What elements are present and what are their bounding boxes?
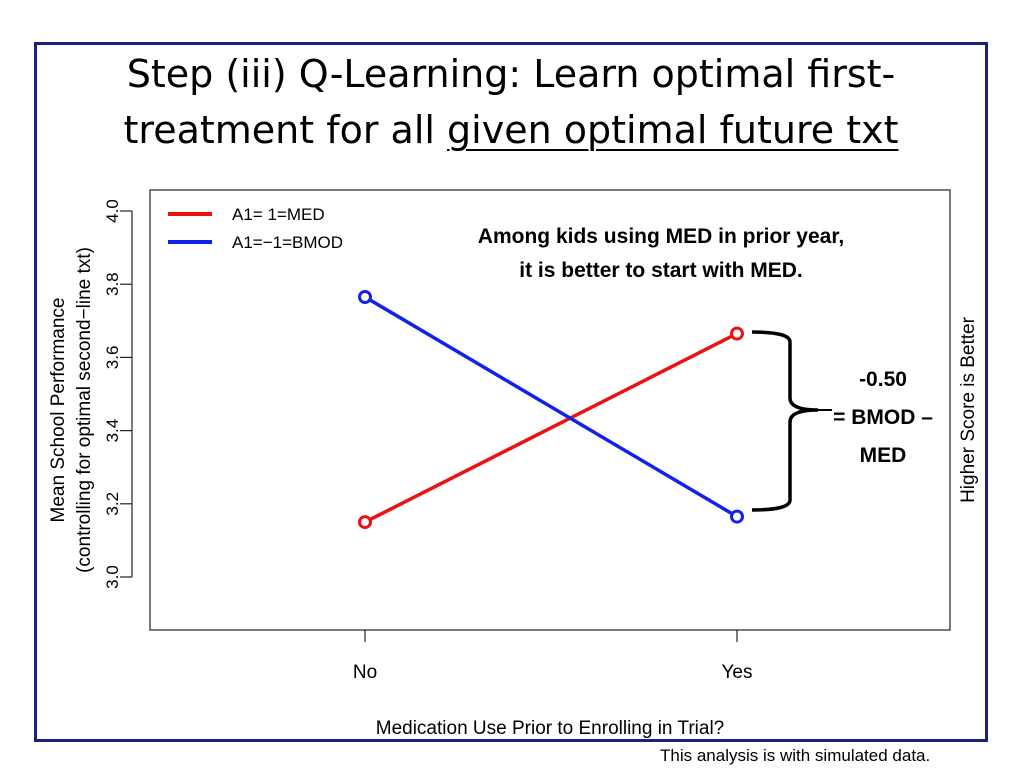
x-tick-label: Yes <box>722 662 753 683</box>
legend: A1= 1=MED A1=−1=BMOD <box>168 205 343 252</box>
data-point <box>730 509 744 524</box>
y-tick-label: 3.2 <box>103 492 122 516</box>
plot-area <box>149 189 951 631</box>
y-axis-label-line2: (controlling for optimal second−line txt… <box>74 247 95 573</box>
title-part2: treatment for all <box>123 108 448 152</box>
title-part1: Step (iii) Q-Learning: Learn optimal fir… <box>126 52 896 96</box>
x-axis-label: Medication Use Prior to Enrolling in Tri… <box>376 718 725 739</box>
y-tick-label: 3.0 <box>103 565 122 589</box>
y-tick-label: 3.4 <box>103 419 122 443</box>
annotation-line1: Among kids using MED in prior year, <box>477 225 845 248</box>
difference-label: -0.50 = BMOD – MED <box>818 361 948 475</box>
legend-label-bmod: A1=−1=BMOD <box>232 233 343 252</box>
annotation-line2: it is better to start with MED. <box>519 259 803 282</box>
slide-frame <box>34 42 988 742</box>
y-axis-label-line1: Mean School Performance <box>48 298 69 523</box>
x-axis: No Yes <box>353 630 753 683</box>
x-tick-label: No <box>353 662 377 683</box>
series-lines <box>364 295 738 524</box>
difference-formula-end: MED <box>859 444 907 467</box>
data-point <box>358 290 372 305</box>
series-points <box>358 290 744 530</box>
series-line <box>364 295 738 519</box>
y-axis: 3.0 3.2 3.4 3.6 3.8 4.0 <box>103 199 133 589</box>
data-point <box>358 515 372 530</box>
title-underlined: given optimal future txt <box>447 108 899 152</box>
footnote: This analysis is with simulated data. <box>660 746 931 765</box>
difference-formula: = BMOD – <box>833 406 933 429</box>
series-line <box>364 332 738 524</box>
y-tick-label: 3.6 <box>103 346 122 370</box>
difference-value: -0.50 <box>859 368 907 391</box>
right-axis-label: Higher Score is Better <box>958 316 979 503</box>
data-point <box>730 326 744 341</box>
y-tick-label: 4.0 <box>103 199 122 223</box>
difference-brace <box>751 330 819 512</box>
legend-label-med: A1= 1=MED <box>232 205 325 224</box>
chart-annotation: Among kids using MED in prior year, it i… <box>396 220 926 288</box>
slide-title: Step (iii) Q-Learning: Learn optimal fir… <box>36 46 986 158</box>
y-tick-label: 3.8 <box>103 272 122 296</box>
